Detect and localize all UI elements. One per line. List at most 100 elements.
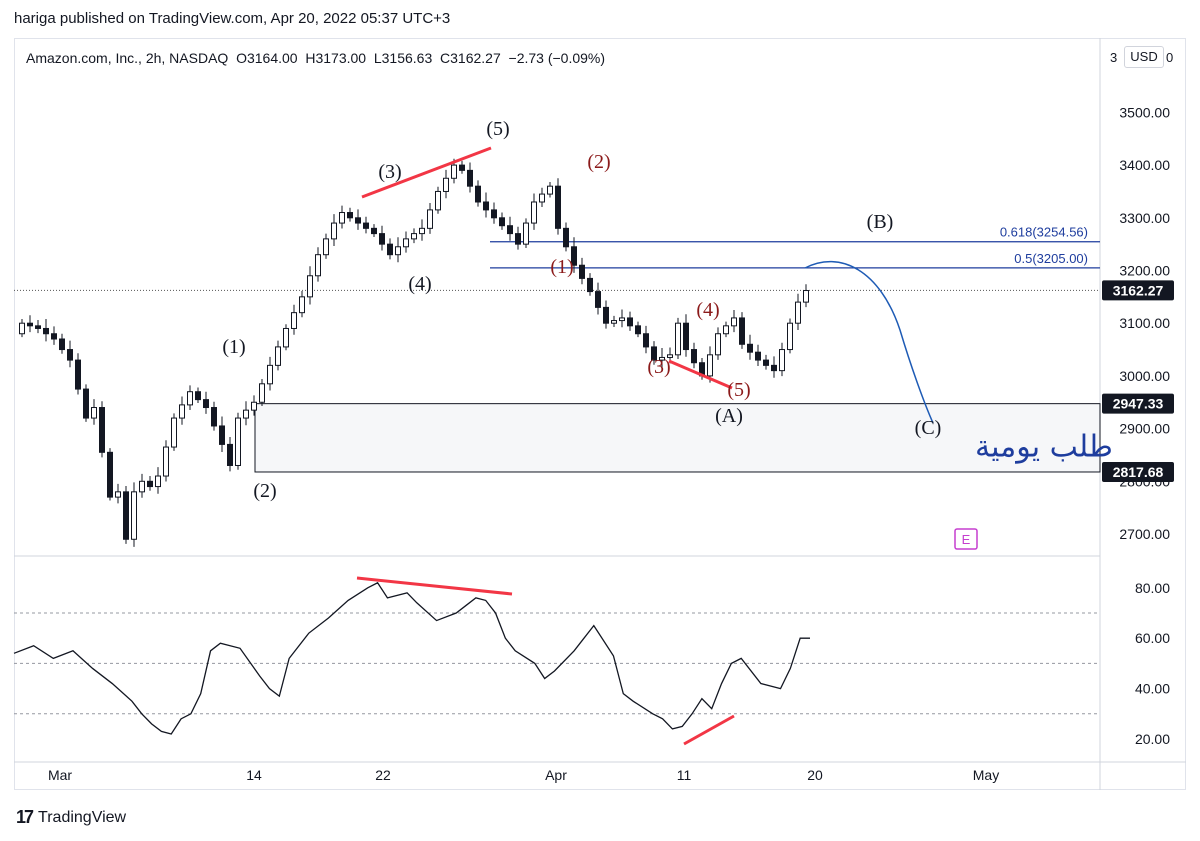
demand-zone-label: طلب يومية [975, 430, 1113, 465]
demand-zone [254, 403, 1101, 473]
indicator-tick-3: 80.00 [1135, 580, 1170, 596]
fib-label-1: 0.5(3205.00) [1014, 251, 1088, 266]
indicator-tick-2: 60.00 [1135, 630, 1170, 646]
candle-body [331, 222, 337, 240]
time-tick-5: 20 [807, 767, 823, 783]
candle-body [491, 209, 497, 219]
price-tick-7: 3400.00 [1119, 157, 1170, 173]
candle-body [755, 351, 761, 361]
candle-body [347, 212, 353, 219]
candle-body [243, 409, 249, 419]
candle-body [747, 343, 753, 353]
price-tag-box-0 [1102, 280, 1174, 301]
wave-label-major-2: (3) [378, 161, 401, 183]
wave-label-major-4: (5) [486, 118, 509, 140]
time-tick-3: Apr [545, 767, 567, 783]
candle-body [539, 193, 545, 203]
tradingview-brand[interactable]: 17 TradingView [16, 807, 126, 828]
candle-body [363, 222, 369, 229]
candle-body [27, 322, 33, 327]
candle-body [611, 320, 617, 324]
time-tick-0: Mar [48, 767, 72, 783]
candle-body [227, 443, 233, 466]
candle-body [179, 404, 185, 419]
candle-body [259, 383, 265, 403]
candle-body [523, 222, 529, 245]
candle-body [291, 312, 297, 329]
candle-body [675, 322, 681, 356]
candle-body [451, 164, 457, 179]
time-tick-1: 14 [246, 767, 262, 783]
price-tick-8: 3500.00 [1119, 104, 1170, 120]
candle-body [515, 233, 521, 245]
candle-body [659, 356, 665, 361]
symbol-legend[interactable]: Amazon.com, Inc., 2h, NASDAQ O3164.00 H3… [26, 50, 606, 66]
candle-body [19, 322, 25, 335]
candle-body [147, 480, 153, 488]
candle-body [803, 290, 809, 303]
candle-body [355, 217, 361, 224]
candle-body [563, 227, 569, 248]
fib-label-0: 0.618(3254.56) [1000, 225, 1088, 240]
candle-body [371, 227, 377, 235]
candle-body [603, 306, 609, 324]
wave-label-major-7: (C) [915, 417, 942, 439]
candle-body [547, 185, 553, 195]
candle-body [67, 349, 73, 361]
candle-body [43, 327, 49, 335]
candle-body [419, 227, 425, 235]
candle-body [427, 209, 433, 229]
candle-body [339, 212, 345, 224]
candle-body [443, 177, 449, 192]
candle-body [763, 359, 769, 366]
candle-body [123, 491, 129, 540]
wave-label-minor-0: (1) [550, 256, 573, 278]
wave-label-major-6: (B) [867, 211, 894, 233]
candle-body [283, 327, 289, 348]
divergence-line-indicator-1 [356, 576, 513, 596]
price-scale-clipped-label-2: 0 [1166, 50, 1174, 65]
wave-label-major-1: (2) [253, 480, 276, 502]
price-tag-1: 2947.33 [1113, 396, 1164, 412]
wave-label-major-3: (4) [408, 273, 431, 295]
wave-label-major-0: (1) [222, 336, 245, 358]
candle-body [739, 317, 745, 345]
divergence-line-price-1 [361, 146, 492, 199]
indicator-tick-1: 40.00 [1135, 681, 1170, 697]
candle-body [643, 333, 649, 348]
candle-body [667, 354, 673, 358]
candle-body [107, 451, 113, 498]
candle-body [579, 264, 585, 279]
candle-body [619, 317, 625, 322]
price-scale-clipped-label: 3 [1110, 50, 1118, 65]
price-tag-box-1 [1102, 393, 1174, 414]
candle-body [787, 322, 793, 351]
candle-body [459, 164, 465, 171]
candle-body [323, 238, 329, 256]
candle-body [483, 201, 489, 211]
event-marker-label: E [962, 532, 971, 547]
candle-body [203, 399, 209, 409]
candle-body [707, 354, 713, 377]
candle-body [651, 346, 657, 361]
divergence-line-indicator-2 [683, 714, 735, 746]
candle-body [379, 233, 385, 245]
candle-body [35, 325, 41, 329]
time-tick-2: 22 [375, 767, 391, 783]
candle-body [715, 333, 721, 356]
candle-body [267, 364, 273, 385]
candle-body [683, 322, 689, 351]
price-tick-6: 3300.00 [1119, 210, 1170, 226]
projection-curve [804, 260, 934, 424]
wave-label-minor-1: (2) [587, 151, 610, 173]
tradingview-name: TradingView [38, 808, 127, 826]
candle-body [51, 333, 57, 340]
candle-body [507, 225, 513, 235]
candle-body [171, 417, 177, 448]
currency-button[interactable]: USD [1124, 46, 1164, 68]
candle-body [315, 254, 321, 277]
candle-body [499, 217, 505, 227]
candle-body [731, 317, 737, 327]
chart-frame [14, 38, 1186, 790]
